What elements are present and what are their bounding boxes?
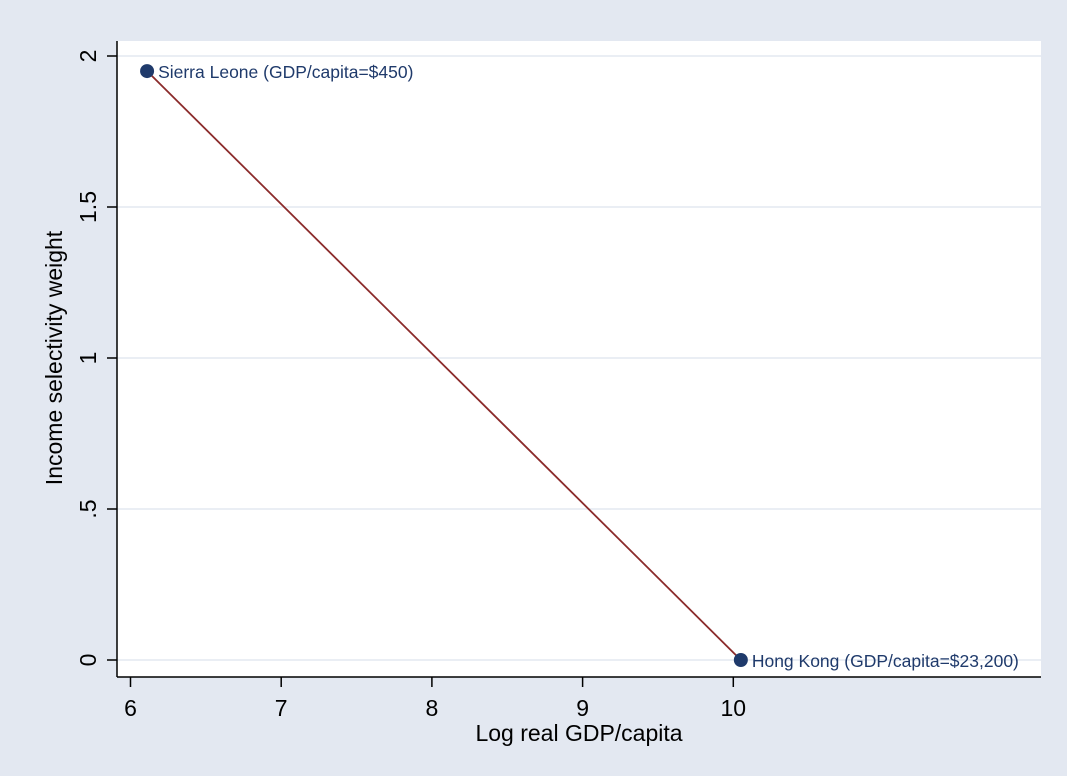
fit-line [146,70,742,661]
plot-area [117,41,1041,677]
x-tick-label: 9 [576,695,589,721]
y-tick-label: 0 [75,654,101,667]
y-tick-label: 1.5 [75,191,101,223]
x-tick-label: 10 [721,695,747,721]
x-tick-label: 6 [124,695,137,721]
data-point-label: Sierra Leone (GDP/capita=$450) [158,62,413,82]
x-axis-title: Log real GDP/capita [475,720,682,746]
data-point [733,653,748,667]
data-point-label: Hong Kong (GDP/capita=$23,200) [752,651,1019,671]
axes: 0 .5 1 1.5 2 6 7 8 9 10 [75,41,1041,721]
x-tick-label: 7 [275,695,288,721]
gridlines [117,55,1041,661]
y-tick-label: 2 [75,50,101,63]
x-tick-label: 8 [426,695,439,721]
data-point [140,64,155,79]
data-series: Sierra Leone (GDP/capita=$450) Hong Kong … [140,62,1019,671]
y-tick-label: 1 [75,352,101,365]
y-axis-title: Income selectivity weight [41,230,67,485]
y-tick-label: .5 [75,499,101,518]
